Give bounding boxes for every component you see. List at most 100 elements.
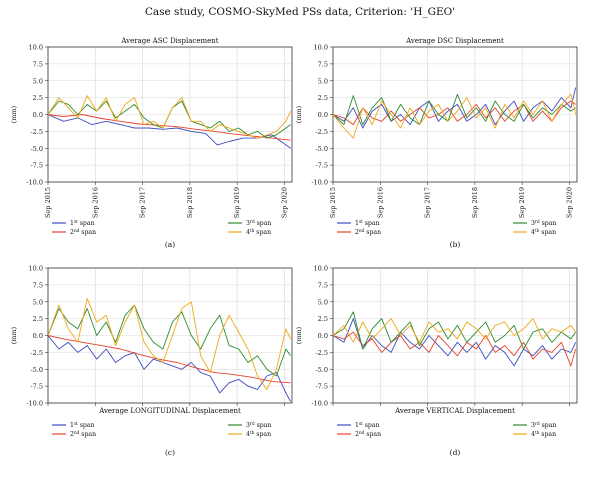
legend-label: 2nd span [355,228,381,236]
panel-title: Average DSC Displacement [405,37,504,45]
y-tick-label: 10.0 [314,44,328,52]
legend-label: 4th span [246,228,271,236]
y-tick-label: -5.0 [315,366,328,374]
y-tick-label: 0.0 [318,332,328,340]
legend-item-span4: 4th span [513,228,556,236]
panel-title: Average ASC Displacement [120,37,218,45]
x-tick-label: Sep 2018 [471,187,479,218]
legend-label: 2nd span [70,228,96,236]
legend-item-span1: 1st span [52,421,95,429]
x-tick-label: Sep 2019 [518,187,526,218]
x-tick-label: Sep 2015 [44,187,52,218]
legend-label: 2nd span [70,430,96,438]
y-tick-label: 5.0 [33,298,43,306]
y-tick-label: 0.0 [33,111,43,119]
y-tick-label: 2.5 [318,315,328,323]
panel-label: (b) [450,240,461,249]
legend-item-span2: 2nd span [337,430,381,438]
panel-title: Average VERTICAL Displacement [394,407,515,415]
legend-item-span4: 4th span [228,228,271,236]
x-tick-label: Sep 2017 [424,187,432,218]
panel-c: 10.0 7.5 5.0 2.5 0.0 -2.5 -5.0 -7.5 -10.0 (mm) Ave… [10,265,293,457]
x-tick-label: Sep 2019 [233,187,241,218]
y-tick-label: -7.5 [30,162,43,170]
legend-item-span3: 3rd span [513,219,556,227]
y-axis-label: (mm) [295,105,303,123]
y-tick-label: -5.0 [315,145,328,153]
x-tick-label: Sep 2020 [565,187,573,218]
y-tick-label: 7.5 [318,60,328,68]
legend-label: 2nd span [355,430,381,438]
legend-item-span4: 4th span [228,430,271,438]
legend-item-span3: 3rd span [228,421,271,429]
legend-item-span2: 2nd span [52,430,96,438]
y-tick-label: -2.5 [30,128,43,136]
y-tick-label: 5.0 [318,298,328,306]
series-line-span2 [333,331,577,367]
series-line-span1 [48,335,291,402]
x-tick-label: Sep 2016 [91,187,99,218]
legend-item-span1: 1st span [52,219,95,227]
y-tick-label: 7.5 [33,60,43,68]
legend-label: 3rd span [531,421,556,429]
y-axis-label: (mm) [10,326,18,344]
y-tick-label: 0.0 [33,332,43,340]
y-tick-label: -10.0 [26,400,43,408]
y-tick-label: -7.5 [30,383,43,391]
legend-label: 3rd span [246,421,271,429]
legend-label: 4th span [531,228,556,236]
panel-label: (a) [165,240,175,249]
legend-item-span1: 1st span [337,219,380,227]
series-line-span4 [333,93,577,139]
legend-label: 4th span [531,430,556,438]
y-tick-label: 10.0 [314,265,328,273]
x-tick-label: Sep 2016 [376,187,384,218]
y-tick-label: 0.0 [318,111,328,119]
series-line-span3 [333,93,576,126]
y-tick-label: 2.5 [318,94,328,102]
series-line-span2 [333,100,576,126]
legend-item-span3: 3rd span [228,219,271,227]
x-tick-label: Sep 2017 [139,187,147,218]
panel-label: (c) [165,448,175,457]
y-tick-label: -10.0 [26,179,43,187]
y-axis-label: (mm) [10,105,18,123]
y-tick-label: 7.5 [318,281,328,289]
y-tick-label: -5.0 [30,145,43,153]
y-tick-label: 2.5 [33,94,43,102]
series-line-span2 [48,335,291,384]
series-line-span1 [333,87,577,129]
legend-item-span2: 2nd span [337,228,381,236]
y-tick-label: -7.5 [315,162,328,170]
legend-label: 1st span [355,421,380,429]
series-line-span3 [48,304,291,377]
panel-d: 10.0 7.5 5.0 2.5 0.0 -2.5 -5.0 -7.5 -10.0 (mm) Ave… [295,265,578,457]
legend-label: 4th span [246,430,271,438]
legend-item-span1: 1st span [337,421,380,429]
x-tick-label: Sep 2020 [280,187,288,218]
series-line-span3 [333,311,576,350]
y-tick-label: -10.0 [311,400,328,408]
x-tick-label: Sep 2015 [329,187,337,218]
panel-label: (d) [450,448,461,457]
y-tick-label: 5.0 [33,77,43,85]
legend-item-span2: 2nd span [52,228,96,236]
y-axis-label: (mm) [295,326,303,344]
legend-label: 3rd span [531,219,556,227]
y-tick-label: 10.0 [29,44,43,52]
figure-title: Case study, COSMO-SkyMed PSs data, Crite… [145,6,455,18]
y-tick-label: -10.0 [311,179,328,187]
y-tick-label: 10.0 [29,265,43,273]
series-line-span1 [333,318,577,367]
legend-label: 1st span [355,219,380,227]
series-line-span4 [333,318,576,343]
y-tick-label: -7.5 [315,383,328,391]
y-tick-label: -2.5 [315,128,328,136]
legend-item-span3: 3rd span [513,421,556,429]
y-tick-label: -5.0 [30,366,43,374]
panel-title: Average LONGITUDINAL Displacement [98,407,241,415]
